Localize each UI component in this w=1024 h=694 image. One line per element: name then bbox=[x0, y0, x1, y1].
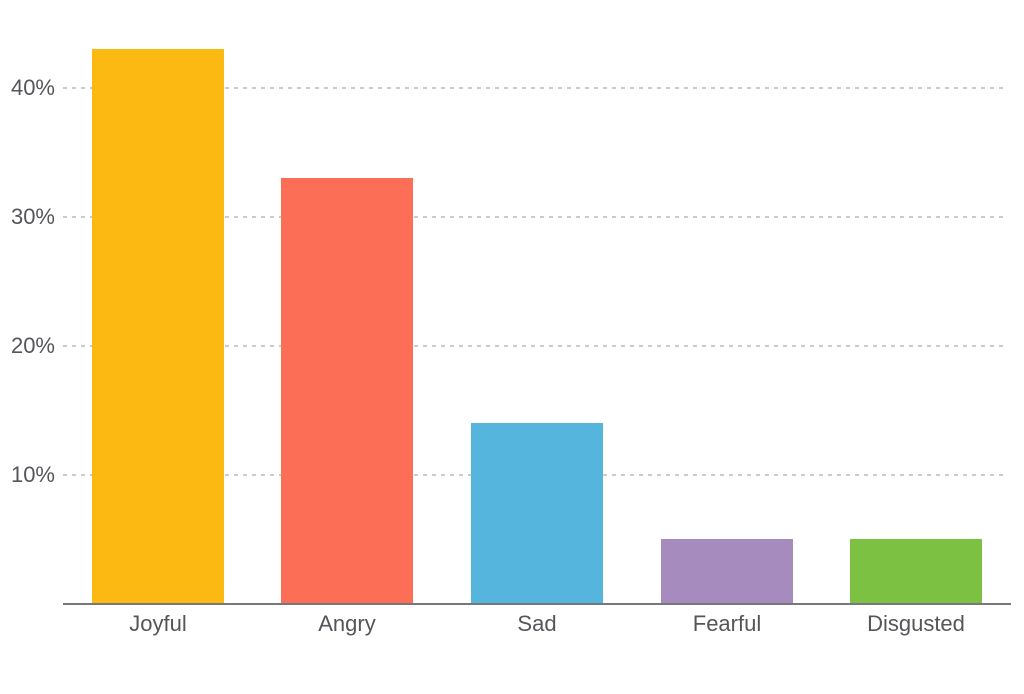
x-axis-label-disgusted: Disgusted bbox=[867, 611, 965, 636]
y-axis-tick-label: 20% bbox=[10, 333, 55, 358]
gridline-20pct bbox=[63, 345, 1008, 347]
bar-joyful bbox=[92, 49, 224, 604]
x-axis-line bbox=[63, 603, 1011, 605]
y-axis-tick-label: 30% bbox=[10, 204, 55, 229]
gridline-40pct bbox=[63, 87, 1008, 89]
gridline-30pct bbox=[63, 216, 1008, 218]
bar-fearful bbox=[661, 539, 793, 604]
y-axis-tick-label: 10% bbox=[10, 462, 55, 487]
x-axis-label-fearful: Fearful bbox=[692, 611, 762, 636]
x-axis-label-sad: Sad bbox=[517, 611, 557, 636]
x-axis-label-angry: Angry bbox=[318, 611, 376, 636]
y-axis-tick-label: 40% bbox=[10, 75, 55, 100]
bar-angry bbox=[281, 178, 413, 604]
bar-disgusted bbox=[850, 539, 982, 604]
bar-sad bbox=[471, 423, 603, 604]
x-axis-label-joyful: Joyful bbox=[129, 611, 187, 636]
